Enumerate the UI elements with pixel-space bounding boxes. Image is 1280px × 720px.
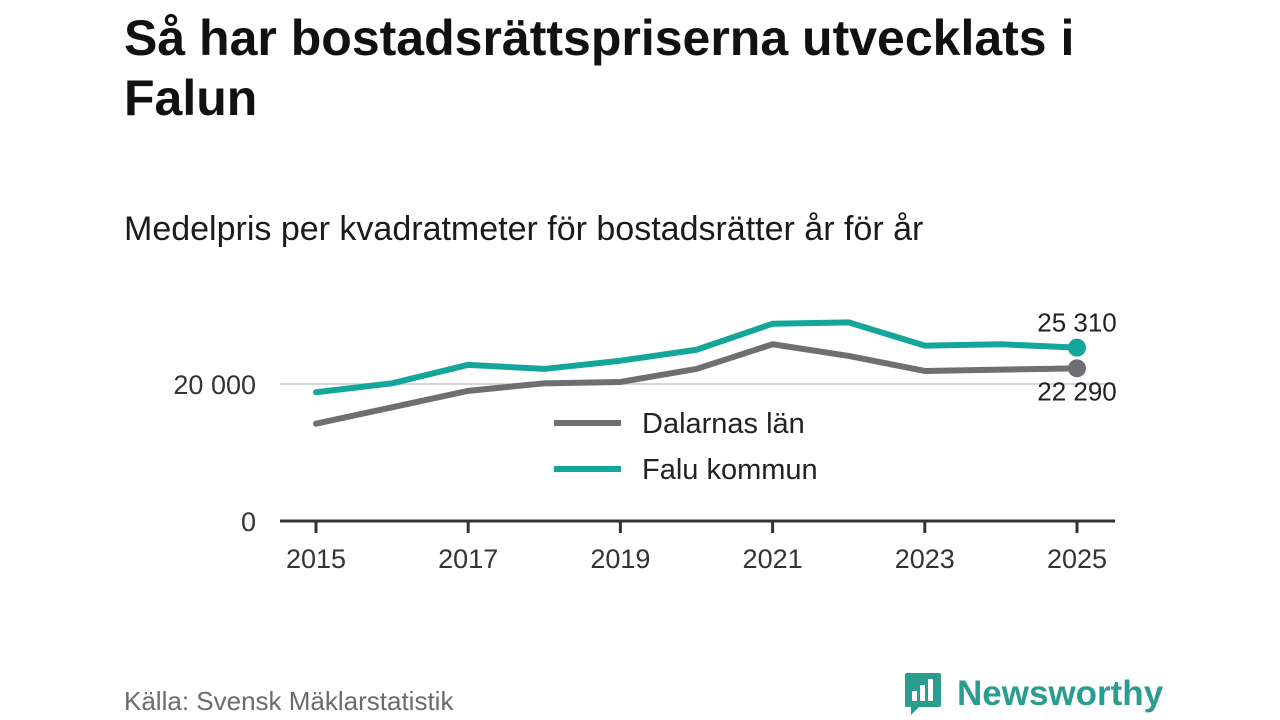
y-tick-label: 20 000: [173, 370, 256, 400]
x-tick-label: 2025: [1047, 544, 1107, 574]
legend: Dalarnas län Falu kommun: [554, 408, 818, 486]
source-note: Källa: Svensk Mäklarstatistik: [124, 686, 454, 716]
series-line-1: [313, 319, 1080, 396]
series-lines: [313, 319, 1086, 427]
series-end-marker-0: [1068, 359, 1086, 378]
legend-label: Dalarnas län: [642, 408, 805, 440]
x-tick-label: 2017: [438, 544, 498, 574]
chart-title: Så har bostadsrättspriserna utvecklats i…: [124, 10, 1075, 126]
y-tick-label: 0: [241, 507, 256, 537]
brand-name: Newsworthy: [957, 674, 1164, 713]
axes: 0 20 000 2015 2017 2019 2021 2023 2025: [173, 370, 1115, 574]
series-line-0: [313, 341, 1080, 427]
end-labels: 25 310 22 290: [1037, 308, 1117, 407]
x-tick-label: 2023: [895, 544, 955, 574]
brand-logo: Newsworthy: [903, 670, 1163, 718]
x-tick-label: 2019: [590, 544, 650, 574]
end-label-dalarna: 22 290: [1037, 376, 1117, 406]
chart-subtitle: Medelpris per kvadratmeter för bostadsrä…: [124, 210, 924, 248]
legend-label: Falu kommun: [642, 454, 818, 486]
x-tick-label: 2021: [743, 544, 803, 574]
x-tick-label: 2015: [286, 544, 346, 574]
series-end-marker-1: [1068, 338, 1086, 357]
end-label-falu: 25 310: [1037, 308, 1117, 338]
bar-chart-speech-bubble-icon: [905, 673, 941, 715]
